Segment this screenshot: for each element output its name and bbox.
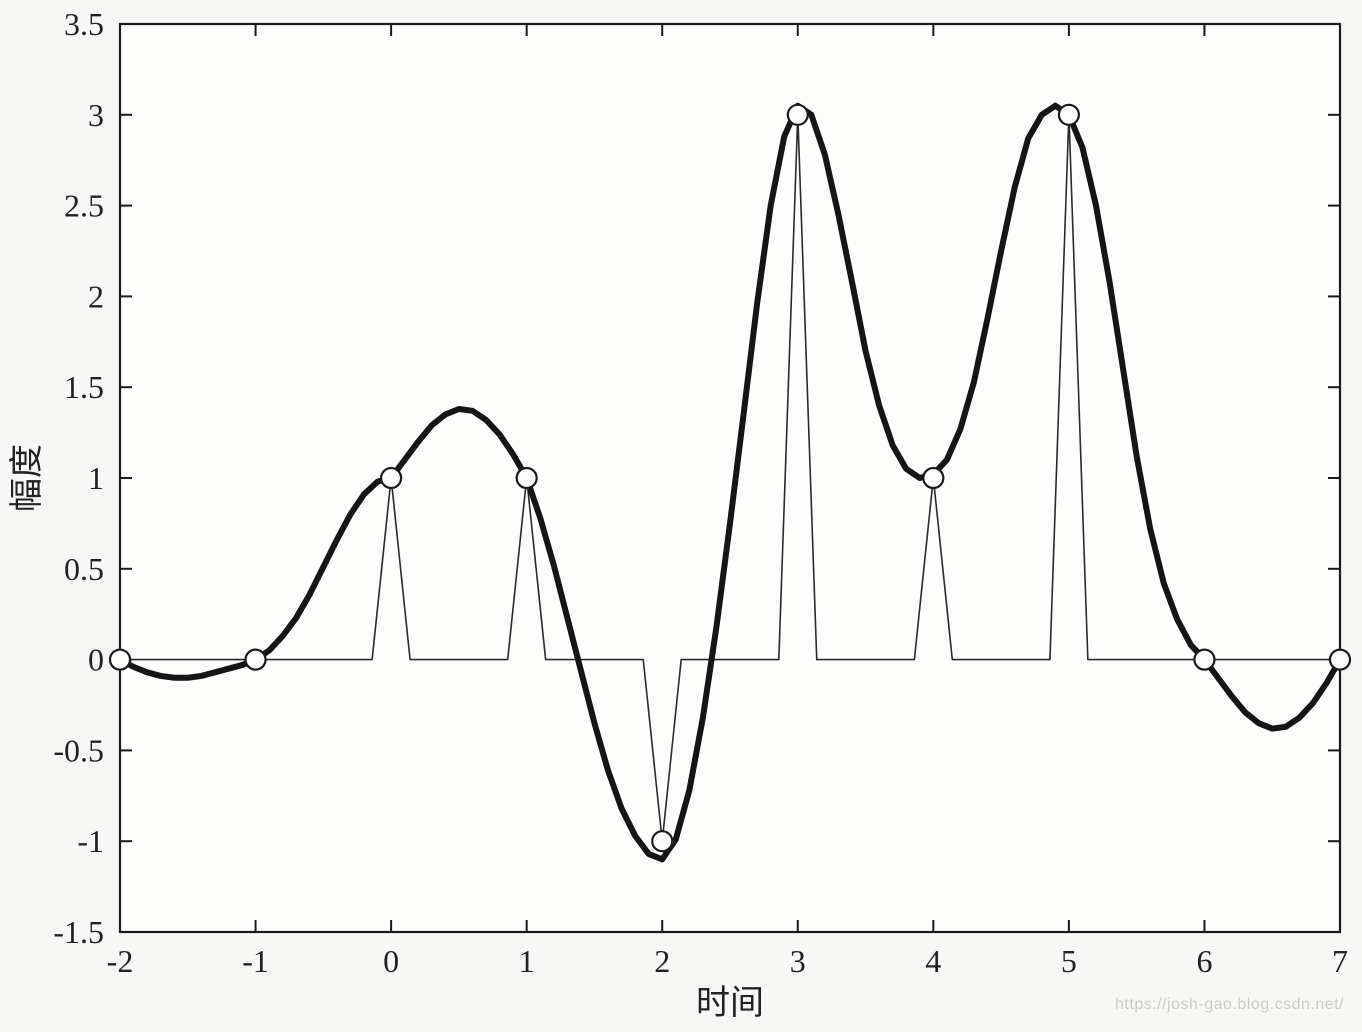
line-chart: -2 -1 0 1 2 3 4 5 6 7 -1.5 -1 -0.5 0 0.5 1 1.5 2 2.5 3 3.5 时间…	[0, 0, 1362, 1032]
svg-text:0: 0	[88, 642, 104, 678]
svg-text:1: 1	[88, 460, 104, 496]
svg-text:3: 3	[88, 97, 104, 133]
svg-text:3.5: 3.5	[64, 6, 104, 42]
svg-text:-0.5: -0.5	[53, 732, 104, 768]
svg-text:7: 7	[1332, 943, 1348, 979]
svg-text:2.5: 2.5	[64, 188, 104, 224]
svg-text:5: 5	[1061, 943, 1077, 979]
svg-text:0.5: 0.5	[64, 551, 104, 587]
svg-text:6: 6	[1196, 943, 1212, 979]
svg-text:时间: 时间	[696, 985, 764, 1022]
watermark-text: https://josh-gao.blog.csdn.net/	[1115, 996, 1344, 1014]
svg-text:3: 3	[790, 943, 806, 979]
svg-text:0: 0	[383, 943, 399, 979]
svg-text:-1: -1	[77, 823, 104, 859]
svg-text:-2: -2	[107, 943, 134, 979]
chart-container: -2 -1 0 1 2 3 4 5 6 7 -1.5 -1 -0.5 0 0.5 1 1.5 2 2.5 3 3.5 时间…	[0, 0, 1362, 1032]
svg-text:-1: -1	[242, 943, 269, 979]
svg-text:2: 2	[88, 278, 104, 314]
svg-text:-1.5: -1.5	[53, 914, 104, 950]
svg-text:2: 2	[654, 943, 670, 979]
svg-text:4: 4	[925, 943, 941, 979]
svg-text:1: 1	[519, 943, 535, 979]
svg-text:幅度: 幅度	[8, 444, 46, 512]
svg-text:1.5: 1.5	[64, 369, 104, 405]
